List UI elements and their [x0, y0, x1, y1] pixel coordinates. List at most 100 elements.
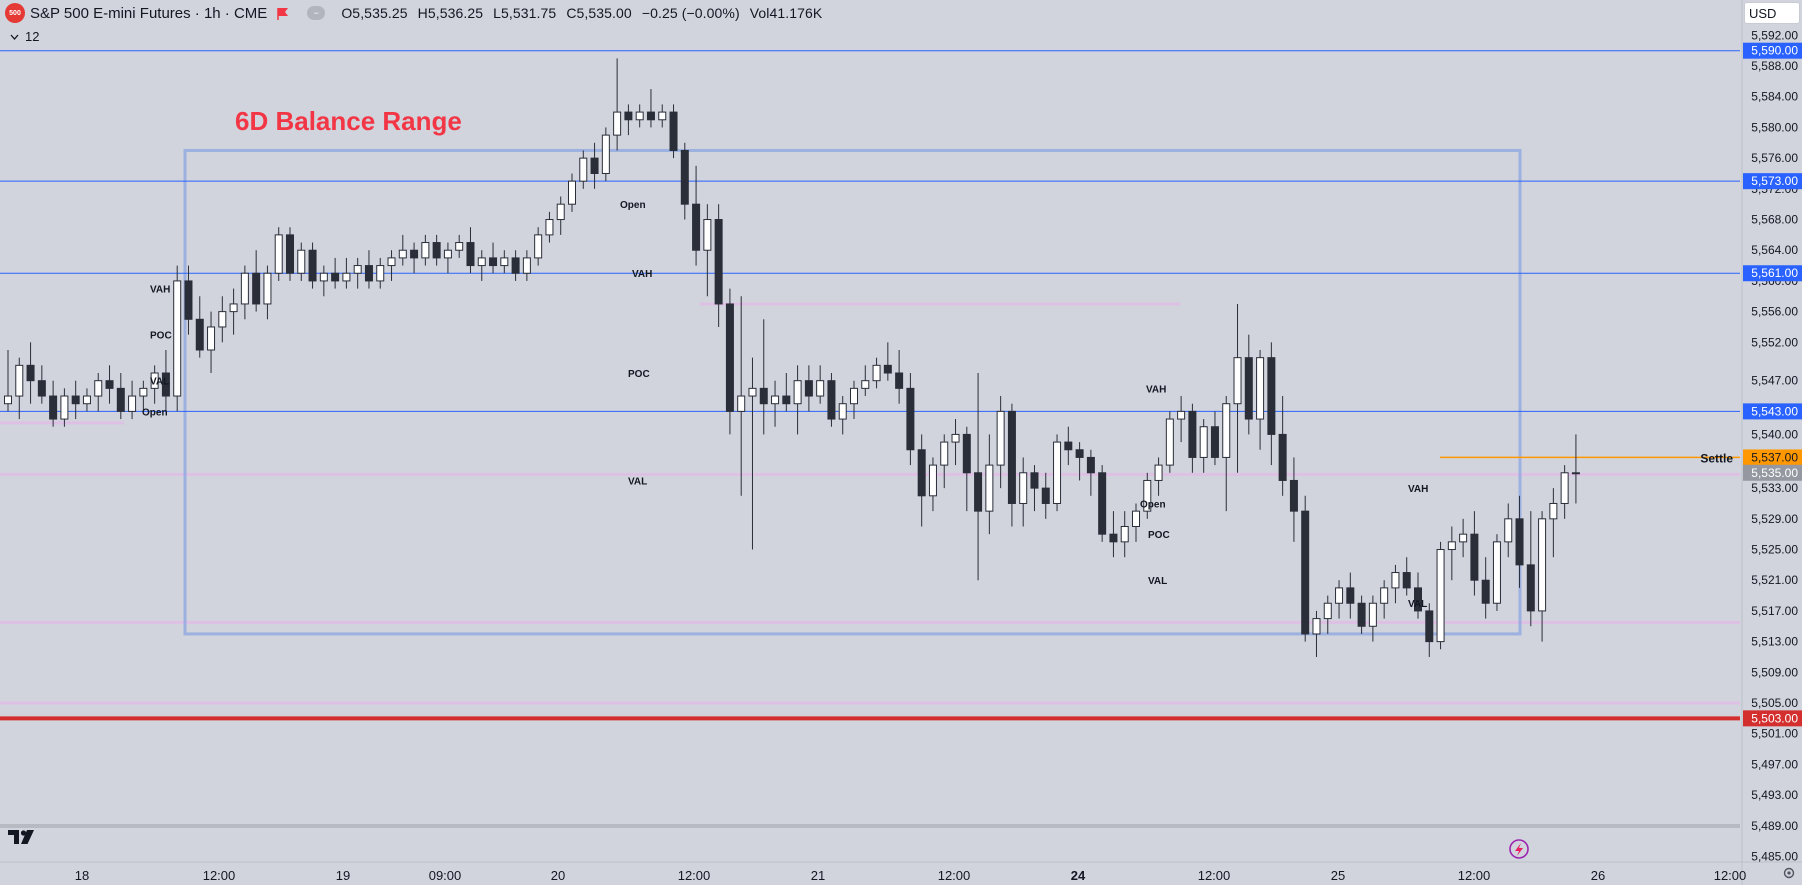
candle-body — [1165, 418, 1174, 466]
profile-label: VAL — [150, 377, 169, 388]
candle-body — [940, 441, 949, 466]
candle-body — [1414, 587, 1422, 612]
price-level-tag — [1743, 710, 1802, 727]
price-tick-label: 5,497.00 — [1751, 757, 1798, 771]
candle-body — [680, 149, 689, 205]
price-tick-label: 5,521.00 — [1751, 573, 1798, 587]
candle-body — [1007, 410, 1016, 504]
candle-body — [1526, 564, 1535, 612]
indicators-toggle[interactable]: 12 — [10, 29, 39, 44]
currency-select[interactable]: USD — [1744, 2, 1800, 24]
price-tick-label: 5,547.00 — [1751, 374, 1798, 388]
close-value: C5,535.00 — [566, 5, 632, 21]
candle-body — [376, 265, 385, 282]
candle-body — [455, 242, 464, 251]
profile-label: VAL — [1148, 576, 1167, 587]
price-tick-label: 5,556.00 — [1751, 305, 1798, 319]
candle-body — [771, 395, 780, 405]
candle-body — [1436, 549, 1445, 643]
candle-body — [252, 272, 261, 305]
candle-body — [82, 395, 91, 405]
candle-body — [624, 111, 633, 121]
profile-label: Open — [620, 200, 646, 211]
candle-body — [1538, 518, 1547, 612]
candle-body — [128, 395, 137, 412]
candle-body — [861, 380, 870, 389]
price-tick-label: 5,493.00 — [1751, 788, 1798, 802]
candle-body — [308, 249, 317, 282]
price-level-tag-label: 5,543.00 — [1751, 404, 1798, 418]
settle-label: Settle — [1700, 451, 1733, 465]
time-tick-label: 12:00 — [1714, 868, 1747, 883]
profile-label: VAH — [1146, 384, 1166, 395]
currency-label: USD — [1749, 5, 1777, 21]
candle-body — [240, 272, 249, 305]
candle-body — [286, 234, 294, 274]
candle-body — [1199, 426, 1208, 458]
candle-body — [1470, 533, 1479, 581]
candle-body — [1154, 464, 1163, 481]
sp500-logo-icon: 500 — [5, 3, 25, 23]
candle-body — [398, 249, 407, 259]
candle-body — [1120, 525, 1129, 543]
candle-body — [534, 234, 543, 259]
balance-range-annotation: 6D Balance Range — [235, 106, 462, 136]
price-level-tag-label: 5,573.00 — [1751, 174, 1798, 188]
candle-body — [917, 449, 926, 497]
candle-body — [883, 364, 892, 374]
candle-body — [748, 387, 757, 397]
candle-body — [1346, 587, 1355, 604]
candle-body — [601, 134, 610, 174]
candle-body — [71, 395, 80, 405]
candle-body — [568, 180, 576, 205]
chevron-down-icon — [10, 34, 19, 40]
candle-body — [1357, 602, 1366, 627]
candle-body — [793, 380, 802, 405]
price-level-tag — [1743, 265, 1802, 282]
price-level-tag-label: 5,535.00 — [1751, 466, 1798, 480]
time-tick-label: 26 — [1591, 868, 1605, 883]
price-tick-label: 5,513.00 — [1751, 635, 1798, 649]
candle-body — [1549, 502, 1558, 520]
candle-body — [105, 380, 114, 389]
price-tick-label: 5,505.00 — [1751, 696, 1798, 710]
candle-body — [522, 257, 531, 274]
candle-body — [646, 111, 655, 121]
candle-body — [1289, 479, 1298, 512]
profile-label: POC — [628, 369, 650, 380]
candle-body — [804, 380, 813, 397]
candle-body — [353, 265, 362, 274]
candle-body — [195, 318, 204, 351]
high-value: H5,536.25 — [417, 5, 484, 21]
gear-icon[interactable] — [1782, 866, 1796, 885]
candle-body — [1560, 472, 1569, 504]
candle-body — [60, 395, 69, 420]
price-tick-label: 5,525.00 — [1751, 543, 1798, 557]
tradingview-logo-icon[interactable] — [8, 828, 40, 851]
candle-body — [1402, 572, 1411, 589]
candle-body — [613, 111, 622, 136]
candle-body — [1447, 541, 1456, 551]
candle-body — [1143, 479, 1152, 512]
market-status-icon[interactable]: − — [307, 6, 326, 20]
candle-body — [274, 234, 283, 274]
profile-label: POC — [150, 331, 172, 342]
replay-icon — [1509, 839, 1529, 859]
flag-icon[interactable] — [277, 7, 289, 20]
candle-body — [759, 387, 768, 405]
price-level-tag — [1743, 173, 1802, 190]
symbol-title[interactable]: S&P 500 E-mini Futures · 1h · CME — [30, 4, 268, 22]
candle-body — [1244, 357, 1253, 420]
candle-body — [1492, 541, 1501, 604]
candle-body — [421, 242, 430, 259]
open-value: O5,535.25 — [341, 5, 408, 21]
profile-label: VAH — [150, 285, 170, 296]
candle-body — [838, 403, 847, 420]
candle-body — [443, 249, 452, 259]
candle-body — [669, 111, 678, 151]
time-tick-label: 12:00 — [1458, 868, 1491, 883]
candle-body — [1098, 472, 1107, 535]
price-axis-panel — [1742, 0, 1802, 885]
